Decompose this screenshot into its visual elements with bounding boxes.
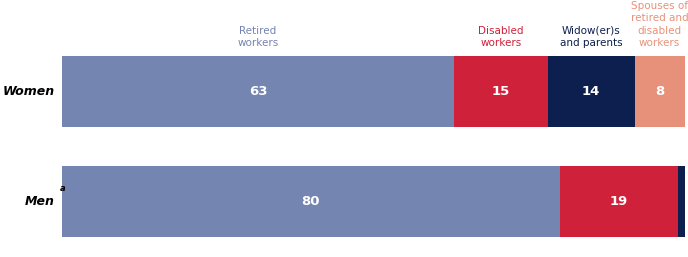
Bar	[548, 56, 635, 126]
Text: Disabled
workers: Disabled workers	[478, 26, 524, 48]
Text: 15: 15	[492, 85, 510, 98]
Text: 80: 80	[302, 195, 320, 208]
Bar	[62, 56, 454, 126]
Text: Widow(er)s
and parents: Widow(er)s and parents	[560, 26, 623, 48]
Text: 14: 14	[582, 85, 601, 98]
Text: a: a	[60, 184, 65, 194]
Bar	[62, 167, 560, 237]
Text: Women: Women	[3, 85, 55, 98]
Text: 8: 8	[655, 85, 665, 98]
Text: Retired
workers: Retired workers	[237, 26, 279, 48]
Text: 19: 19	[610, 195, 628, 208]
Bar	[454, 56, 548, 126]
Text: Spouses of
retired and
disabled
workers: Spouses of retired and disabled workers	[631, 1, 688, 48]
Text: Men: Men	[25, 195, 55, 208]
Bar	[635, 56, 685, 126]
Text: 63: 63	[249, 85, 268, 98]
Bar	[560, 167, 678, 237]
Bar	[678, 167, 685, 237]
